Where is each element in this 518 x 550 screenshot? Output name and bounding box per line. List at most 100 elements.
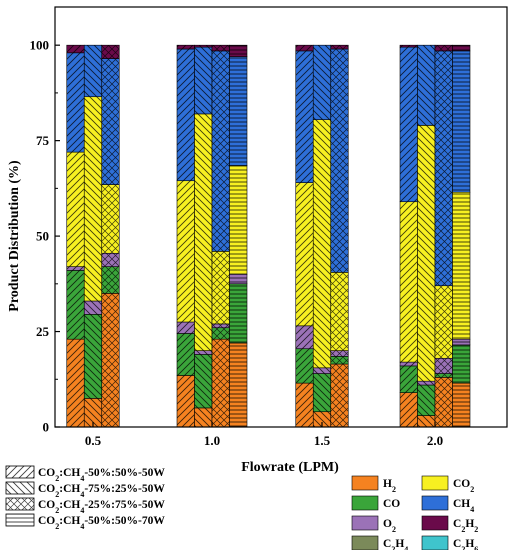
- bar-segment-co-1.5-2: [312, 373, 332, 413]
- bar-segment-h2-1.0-2: [194, 407, 213, 428]
- bar-segment-c2h2-1.0-2: [194, 44, 213, 48]
- bar-segment-c2h2-1.0-4: [229, 44, 248, 57]
- bar-segment-ch4-1.5-1: [295, 50, 314, 183]
- bar-segment-o2-1.0-2: [194, 350, 213, 355]
- bar-group-0.5: [66, 44, 120, 428]
- condition-legend-item-3: CO2:CH4-25%:75%-50W: [5, 497, 165, 515]
- bar-segment-o2-2.0-3: [434, 357, 453, 374]
- x-tick-label-1.5: 1.5: [314, 433, 331, 448]
- product-legend-label: H2: [383, 478, 396, 494]
- bar-segment-co2-1.5-3: [330, 272, 349, 351]
- product-legend-label: O2: [383, 518, 396, 534]
- condition-legend-item-4: CO2:CH4-50%:50%-70W: [5, 513, 165, 531]
- bar-segment-h2-1.0-3: [211, 338, 230, 428]
- y-tick-label-25: 25: [36, 324, 50, 339]
- x-axis-label: Flowrate (LPM): [241, 460, 339, 475]
- bar-segment-c2h2-1.0-1: [176, 44, 195, 50]
- product-swatch-co: [351, 495, 379, 511]
- bar-segment-co-1.0-4: [229, 283, 248, 344]
- bar-segment-o2-0.5-3: [101, 252, 120, 267]
- condition-legend-item-1: CO2:CH4-50%:50%-50W: [5, 465, 165, 483]
- y-tick-label-100: 100: [30, 38, 50, 53]
- bar-segment-h2-0.5-1: [66, 338, 85, 428]
- bar-segment-o2-1.0-1: [176, 321, 195, 334]
- product-legend-item-c2h6: C2H6: [421, 535, 478, 550]
- y-tick-label-75: 75: [36, 133, 50, 148]
- product-legend-label: C2H4: [383, 538, 408, 550]
- bar-segment-o2-1.5-1: [295, 325, 314, 350]
- bar-segment-co2-2.0-3: [434, 285, 453, 359]
- bar-segment-ch4-2.0-1: [399, 46, 418, 203]
- y-tick-label-50: 50: [36, 229, 49, 244]
- bar-segment-c2h2-1.0-3: [211, 44, 230, 52]
- bar-segment-c2h2-1.5-3: [330, 44, 349, 50]
- bar-segment-co2-1.0-2: [194, 113, 213, 351]
- bar-segment-h2-1.5-3: [330, 363, 349, 428]
- product-legend-item-o2: O2: [351, 515, 396, 534]
- product-swatch-c2h2: [421, 515, 449, 531]
- product-legend-item-c2h4: C2H4: [351, 535, 408, 550]
- bar-segment-o2-0.5-1: [66, 266, 85, 271]
- bar-segment-h2-1.0-1: [176, 375, 195, 428]
- product-swatch-ch4: [421, 495, 449, 511]
- x-tick-label-1.0: 1.0: [204, 433, 220, 448]
- product-legend-label: C2H2: [453, 518, 478, 534]
- condition-legend-label: CO2:CH4-50%:50%-50W: [38, 467, 165, 483]
- condition-swatch-diag-fwd: [6, 466, 34, 478]
- product-legend-label: CO: [383, 498, 400, 510]
- product-legend-item-h2: H2: [351, 475, 396, 494]
- bar-segment-c2h2-2.0-1: [399, 44, 418, 48]
- bar-segment-ch4-1.5-2: [312, 44, 332, 120]
- bar-segment-ch4-1.0-1: [176, 48, 195, 182]
- bars-layer: [66, 44, 471, 428]
- bar-segment-ch4-2.0-4: [452, 50, 471, 193]
- bar-segment-co-1.0-2: [194, 354, 213, 409]
- conditions-legend: CO2:CH4-50%:50%-50WCO2:CH4-75%:25%-50WCO…: [5, 465, 165, 531]
- condition-legend-label: CO2:CH4-25%:75%-50W: [38, 499, 165, 515]
- bar-segment-co-2.0-4: [452, 344, 471, 384]
- bar-segment-o2-2.0-4: [452, 338, 471, 346]
- bar-segment-ch4-0.5-3: [101, 58, 120, 185]
- bar-segment-co-1.0-3: [211, 327, 230, 340]
- product-legend-label: C2H6: [453, 538, 478, 550]
- bar-segment-co2-0.5-1: [66, 151, 85, 267]
- bar-segment-o2-1.0-3: [211, 323, 230, 329]
- bar-segment-co2-2.0-2: [417, 125, 436, 382]
- bar-segment-co2-1.5-1: [295, 182, 314, 327]
- product-swatch-c2h6: [421, 535, 449, 550]
- bar-segment-co-0.5-3: [101, 266, 120, 294]
- bar-segment-ch4-1.0-4: [229, 56, 248, 166]
- plot-frame: [54, 6, 508, 428]
- bar-segment-co2-0.5-3: [101, 184, 120, 254]
- bar-segment-co2-1.0-3: [211, 251, 230, 325]
- bar-segment-c2h2-1.5-1: [295, 44, 314, 52]
- bar-segment-c2h2-0.5-1: [66, 44, 85, 54]
- bar-group-1.5: [295, 44, 349, 428]
- bar-segment-ch4-2.0-2: [417, 44, 436, 126]
- bar-segment-h2-1.5-1: [295, 382, 314, 428]
- bar-segment-o2-2.0-2: [417, 380, 436, 386]
- bar-segment-c2h2-0.5-3: [101, 44, 120, 59]
- product-legend-label: CO2: [453, 478, 474, 494]
- bar-segment-c2h2-2.0-3: [434, 44, 453, 52]
- bar-segment-co-1.5-1: [295, 348, 314, 384]
- bar-group-1.0: [176, 44, 248, 428]
- bar-segment-co-2.0-3: [434, 373, 453, 378]
- bar-segment-co2-1.5-2: [312, 119, 332, 369]
- bar-segment-ch4-2.0-3: [434, 50, 453, 287]
- condition-swatch-diag-back: [6, 482, 34, 494]
- bar-segment-co-1.0-1: [176, 333, 195, 376]
- bar-segment-o2-1.0-4: [229, 273, 248, 285]
- products-legend: H2 CO2 CO CH4 O2 C2H2 C2H4 C2H6: [351, 475, 478, 550]
- bar-segment-co-2.0-1: [399, 365, 418, 393]
- bar-segment-co2-1.0-1: [176, 180, 195, 323]
- bar-segment-co2-2.0-1: [399, 201, 418, 363]
- product-swatch-h2: [351, 475, 379, 491]
- bar-segment-co-0.5-2: [83, 314, 103, 399]
- bar-segment-ch4-0.5-2: [83, 44, 103, 98]
- bar-segment-co-1.5-3: [330, 356, 349, 365]
- bar-segment-h2-2.0-1: [399, 392, 418, 428]
- product-legend-item-c2h2: C2H2: [421, 515, 478, 534]
- x-tick-label-0.5: 0.5: [85, 433, 102, 448]
